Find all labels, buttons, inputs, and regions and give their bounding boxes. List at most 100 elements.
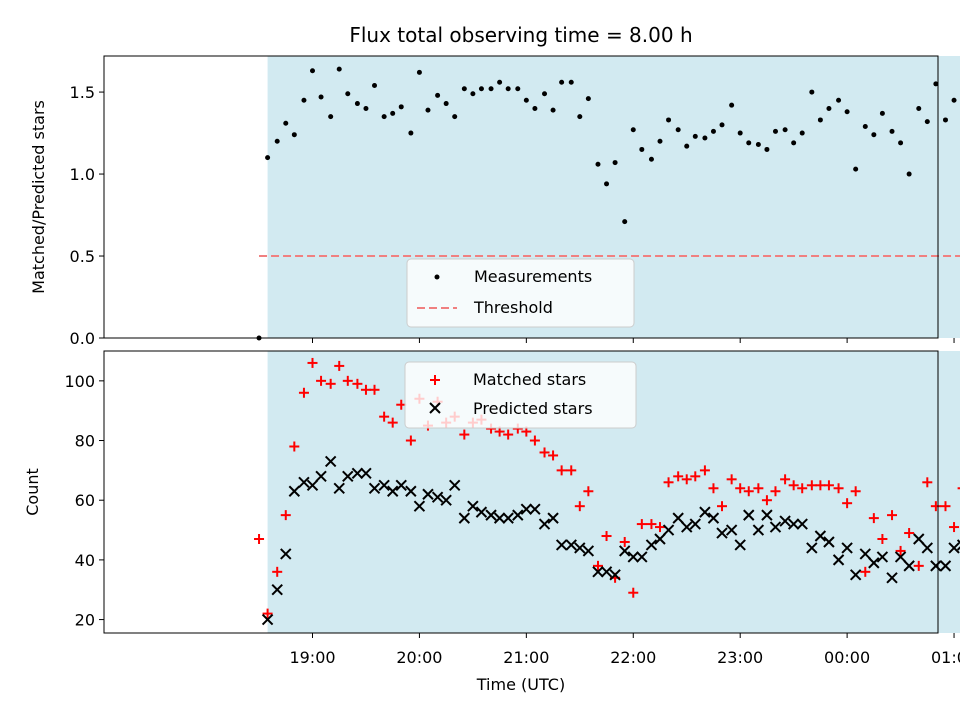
matched-star-point — [405, 435, 416, 446]
matched-star-point — [930, 501, 941, 512]
predicted-star-point — [823, 536, 835, 548]
predicted-star-point — [467, 500, 479, 512]
predicted-x-b — [592, 566, 604, 578]
predicted-x-b — [582, 545, 595, 557]
matched-star-point — [592, 560, 603, 571]
matched-star-point — [342, 375, 353, 386]
measurement-point — [942, 117, 948, 123]
matched-star-point — [387, 417, 398, 428]
measurement-point — [702, 135, 708, 141]
matched-star-point — [379, 411, 390, 422]
predicted-x-b — [502, 512, 514, 524]
predicted-x-b — [324, 455, 337, 468]
measurement-point — [657, 138, 663, 144]
predicted-star-point — [814, 530, 827, 542]
measurement-point — [559, 79, 565, 85]
measurement-point — [416, 69, 422, 75]
predicted-star-point — [859, 548, 871, 560]
predicted-x-b — [672, 512, 684, 524]
matched-star-point — [307, 357, 318, 368]
legend-measurements-label: Measurements — [474, 267, 592, 286]
predicted-x-b — [368, 482, 381, 494]
predicted-star-point — [619, 545, 631, 557]
matched-star-point — [352, 378, 363, 389]
predicted-star-point — [422, 488, 434, 500]
predicted-star-point — [333, 482, 345, 494]
predicted-star-point — [913, 533, 925, 545]
measurement-point — [363, 105, 369, 111]
predicted-star-point — [547, 512, 559, 524]
predicted-star-point — [315, 470, 327, 483]
matched-star-point — [770, 486, 781, 497]
bottom-y-ticks: 20 40 60 80 100 — [64, 372, 104, 630]
predicted-star-point — [502, 512, 514, 524]
predicted-x-b — [849, 569, 862, 581]
measurement-point — [648, 156, 654, 162]
predicted-star-point — [841, 542, 853, 554]
predicted-x-b — [806, 542, 818, 554]
predicted-star-point — [806, 542, 818, 554]
predicted-x-b — [948, 542, 960, 554]
y-tick-label: 0.5 — [70, 247, 95, 266]
matched-star-point — [548, 450, 559, 461]
y-tick-label: 1.5 — [70, 83, 95, 102]
top-y-ticks: 0.0 0.5 1.0 1.5 — [70, 83, 104, 348]
matched-star-point — [868, 513, 879, 524]
predicted-star-point — [360, 467, 372, 480]
predicted-x-b — [298, 476, 310, 489]
predicted-x-b — [699, 506, 711, 518]
predicted-x-b — [386, 485, 399, 497]
predicted-star-point — [903, 560, 915, 572]
measurement-point — [817, 117, 823, 123]
predicted-x-a — [956, 539, 960, 544]
predicted-star-point — [413, 500, 426, 512]
measurement-point — [577, 114, 583, 120]
matched-star-point — [334, 360, 345, 371]
measurement-points — [256, 66, 957, 341]
measurement-point — [461, 86, 467, 92]
measurement-point — [710, 128, 716, 134]
measurement-point — [585, 96, 591, 102]
predicted-x-b — [707, 512, 720, 524]
predicted-x-b — [378, 479, 390, 491]
predicted-star-point — [921, 542, 934, 554]
matched-star-point — [753, 483, 764, 494]
chart-title: Flux total observing time = 8.00 h — [349, 23, 692, 47]
predicted-x-b — [360, 467, 372, 480]
matched-star-point — [619, 536, 630, 547]
predicted-star-point — [271, 584, 283, 596]
matched-star-point — [913, 560, 924, 571]
predicted-x-b — [743, 509, 755, 521]
predicted-star-point — [849, 569, 862, 581]
matched-star-point — [316, 375, 327, 386]
measurement-point — [336, 66, 342, 72]
measurement-point — [826, 105, 832, 111]
predicted-star-point — [699, 506, 711, 518]
predicted-x-b — [734, 539, 746, 551]
measurement-point — [772, 128, 778, 134]
predicted-x-b — [315, 470, 327, 483]
predicted-star-point — [458, 512, 471, 524]
matched-star-point — [815, 480, 826, 491]
matched-star-point — [797, 483, 808, 494]
matched-star-point — [566, 465, 577, 476]
predicted-x-b — [565, 539, 577, 551]
measurement-point — [755, 142, 761, 148]
matched-star-point — [646, 519, 657, 530]
measurement-point — [871, 132, 877, 138]
predicted-star-point — [779, 515, 791, 527]
measurement-point — [435, 92, 441, 98]
predicted-star-point — [431, 491, 444, 503]
predicted-x-b — [681, 521, 693, 533]
measurement-point — [879, 110, 885, 116]
matched-star-point — [895, 545, 906, 556]
measurement-point — [390, 110, 396, 116]
matched-star-point — [556, 465, 567, 476]
predicted-star-point — [725, 524, 738, 536]
predicted-x-b — [627, 551, 639, 563]
measurement-point — [354, 101, 360, 107]
predicted-x-b — [787, 518, 800, 530]
predicted-star-point — [734, 539, 746, 551]
matched-star-point — [743, 486, 754, 497]
matched-star-point — [823, 480, 834, 491]
